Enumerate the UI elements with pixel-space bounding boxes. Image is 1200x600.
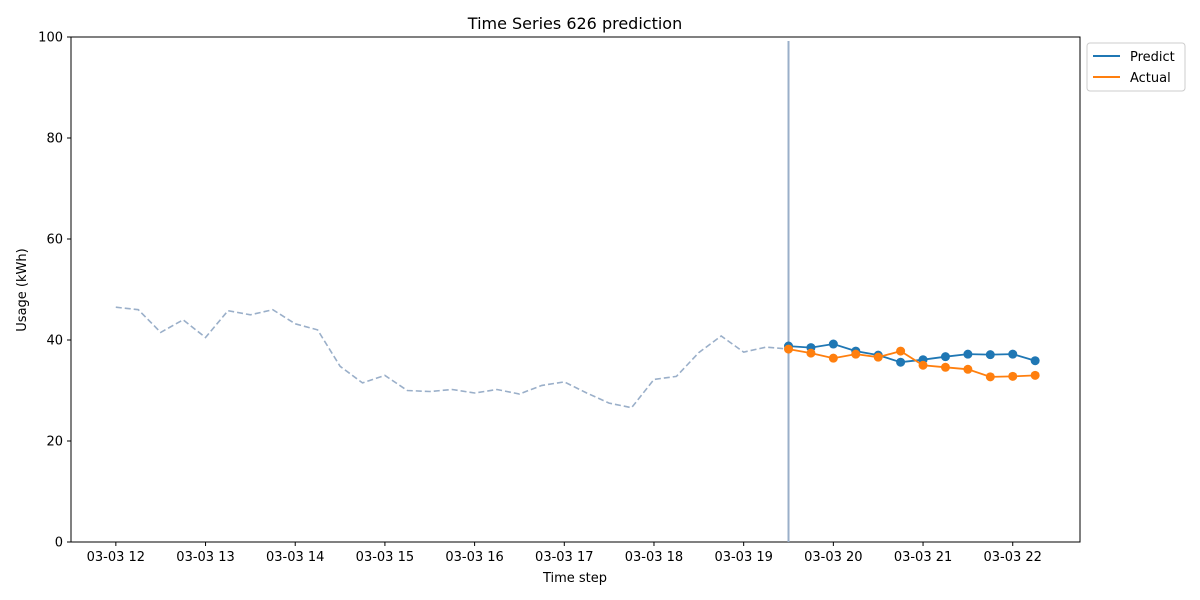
x-axis: 03-03 12 03-03 13 03-03 14 03-03 15 03-03 16… (87, 542, 1042, 565)
x-tick-label: 03-03 18 (625, 550, 683, 565)
x-tick-label: 03-03 19 (714, 550, 772, 565)
x-tick-label: 03-03 17 (535, 550, 593, 565)
x-tick-label: 03-03 14 (266, 550, 324, 565)
x-tick-label: 03-03 21 (894, 550, 952, 565)
predict-point (896, 357, 906, 367)
history-series-line (115, 306, 789, 409)
actual-point (940, 362, 950, 372)
y-tick-label: 0 (55, 536, 63, 551)
predict-series-line (788, 343, 1036, 364)
actual-point (1008, 371, 1018, 381)
y-tick-label: 100 (38, 31, 63, 46)
x-tick-label: 03-03 20 (804, 550, 862, 565)
x-tick-label: 03-03 12 (87, 550, 145, 565)
predict-point (1008, 349, 1018, 359)
actual-point (828, 353, 838, 363)
y-axis: 0 20 40 60 80 100 (38, 31, 71, 551)
x-tick-label: 03-03 22 (984, 550, 1042, 565)
x-tick-label: 03-03 13 (176, 550, 234, 565)
x-tick-label: 03-03 16 (445, 550, 503, 565)
plot-area (70, 36, 1081, 543)
chart-title: Time Series 626 prediction (467, 14, 682, 33)
actual-point (851, 349, 861, 359)
y-tick-label: 80 (46, 132, 63, 147)
y-tick-label: 20 (46, 435, 63, 450)
y-tick-label: 40 (46, 334, 63, 349)
predict-point (985, 350, 995, 360)
predict-point (963, 349, 973, 359)
actual-point (896, 346, 906, 356)
x-tick-label: 03-03 15 (356, 550, 414, 565)
actual-series-line (788, 348, 1036, 378)
plot-frame (70, 36, 1081, 543)
actual-point (918, 360, 928, 370)
predict-point (940, 352, 950, 362)
actual-point (985, 372, 995, 382)
x-axis-title: Time step (542, 571, 607, 586)
actual-point (1030, 370, 1040, 380)
y-axis-title: Usage (kWh) (15, 248, 30, 331)
actual-point (806, 348, 816, 358)
legend-label-predict: Predict (1130, 50, 1175, 65)
y-tick-label: 60 (46, 233, 63, 248)
legend-label-actual: Actual (1130, 71, 1171, 86)
legend: Predict Actual (1086, 42, 1186, 92)
predict-point (1030, 356, 1040, 366)
actual-point (784, 344, 794, 354)
actual-point (963, 364, 973, 374)
predict-point (828, 339, 838, 349)
series-layer (115, 41, 1040, 542)
actual-point (873, 352, 883, 362)
